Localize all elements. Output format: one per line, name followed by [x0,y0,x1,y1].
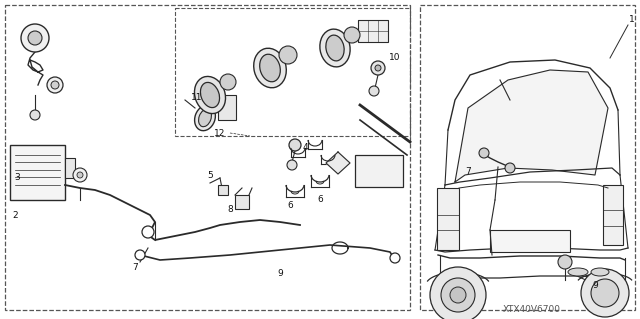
Text: 10: 10 [389,54,401,63]
Polygon shape [455,70,608,182]
Text: 7: 7 [465,167,471,176]
Bar [437,188,459,250]
Circle shape [344,27,360,43]
Polygon shape [326,152,350,174]
Circle shape [450,287,466,303]
Text: 5: 5 [207,170,213,180]
Ellipse shape [326,35,344,61]
Circle shape [142,226,154,238]
Circle shape [591,279,619,307]
Bar [358,20,388,42]
Ellipse shape [260,54,280,82]
Circle shape [30,110,40,120]
Bar [603,185,623,245]
Circle shape [28,31,42,45]
Ellipse shape [568,268,588,276]
Text: 11: 11 [191,93,203,101]
Ellipse shape [320,29,350,67]
Text: 9: 9 [592,280,598,290]
Bar [235,195,249,209]
Circle shape [581,269,629,317]
Text: 4: 4 [302,144,308,152]
Text: 8: 8 [227,205,233,214]
Circle shape [47,77,63,93]
Circle shape [371,61,385,75]
Ellipse shape [591,268,609,276]
Circle shape [505,163,515,173]
Text: 1: 1 [629,16,635,25]
Ellipse shape [195,105,216,131]
Ellipse shape [195,77,225,114]
Text: 2: 2 [12,211,18,219]
Text: 12: 12 [214,129,226,137]
Circle shape [279,46,297,64]
Circle shape [220,74,236,90]
Circle shape [77,172,83,178]
Circle shape [441,278,475,312]
Text: 6: 6 [317,196,323,204]
Text: 7: 7 [132,263,138,272]
Circle shape [390,253,400,263]
Ellipse shape [253,48,286,88]
Circle shape [479,148,489,158]
Bar [218,95,236,120]
Circle shape [135,250,145,260]
Bar [218,185,228,195]
Bar [420,5,635,310]
Text: 3: 3 [14,174,20,182]
Bar [175,8,410,136]
Circle shape [287,160,297,170]
Bar [5,5,410,310]
Circle shape [369,86,379,96]
Circle shape [21,24,49,52]
Circle shape [375,65,381,71]
Circle shape [289,139,301,151]
Bar [355,155,403,187]
Circle shape [73,168,87,182]
Text: XTX40V6700: XTX40V6700 [503,306,561,315]
Ellipse shape [198,109,211,127]
Bar [65,158,75,178]
Bar [10,145,65,200]
Text: 9: 9 [277,269,283,278]
Text: 6: 6 [287,201,293,210]
Bar [490,230,570,252]
Circle shape [51,81,59,89]
Circle shape [558,255,572,269]
Ellipse shape [200,82,220,108]
Circle shape [430,267,486,319]
